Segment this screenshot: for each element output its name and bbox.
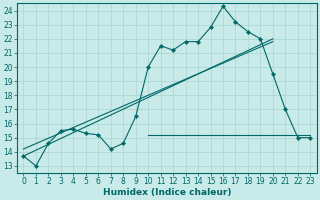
X-axis label: Humidex (Indice chaleur): Humidex (Indice chaleur) [103, 188, 231, 197]
